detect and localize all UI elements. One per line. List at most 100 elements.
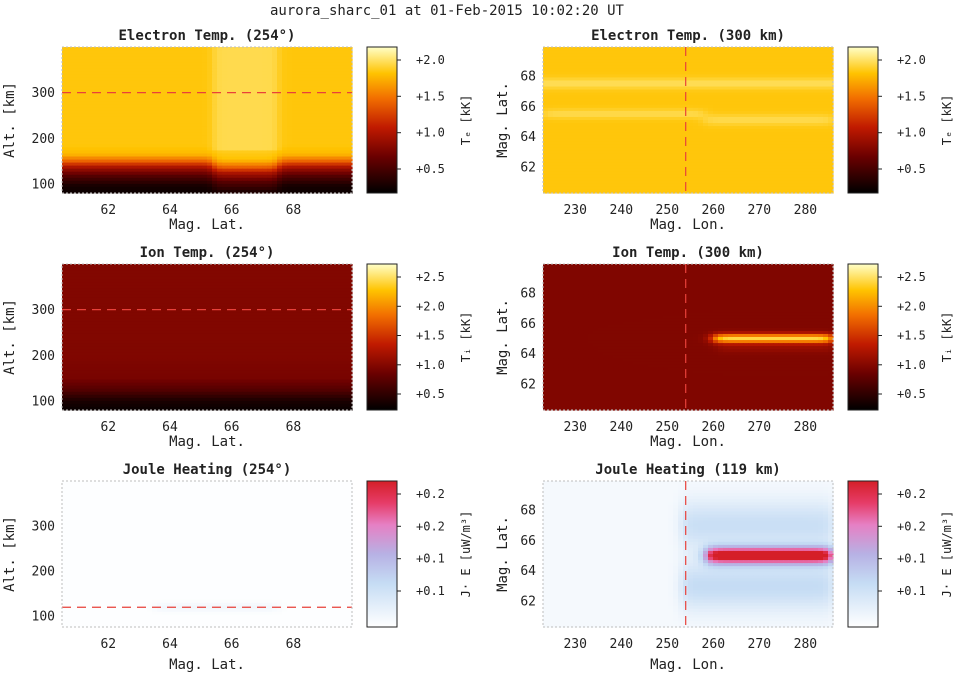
heatmap-cell <box>132 89 138 94</box>
heatmap-cell <box>322 59 328 63</box>
heatmap-cell <box>157 83 163 88</box>
heatmap-cell <box>347 110 353 115</box>
heatmap-cell <box>282 83 288 88</box>
heatmap-cell <box>127 83 133 88</box>
heatmap-cell <box>217 56 223 60</box>
heatmap-cell <box>217 129 223 133</box>
heatmap-cell <box>147 95 153 100</box>
heatmap-cell <box>237 50 243 54</box>
heatmap-cell <box>297 59 303 63</box>
heatmap-cell <box>87 123 93 127</box>
heatmap-cell <box>207 144 213 148</box>
heatmap-cell <box>142 138 148 142</box>
heatmap-cell <box>92 71 98 75</box>
heatmap-cell <box>217 83 223 88</box>
heatmap-cell <box>222 59 228 63</box>
heatmap-cell <box>87 135 93 139</box>
heatmap-cell <box>62 50 68 54</box>
heatmap-cell <box>207 47 213 51</box>
heatmap-area <box>62 47 353 194</box>
heatmap-cell <box>297 116 303 121</box>
heatmap-cell <box>277 150 283 155</box>
heatmap-cell <box>107 113 113 118</box>
heatmap-cell <box>337 56 343 60</box>
heatmap-cell <box>147 138 153 142</box>
heatmap-cell <box>342 113 348 118</box>
heatmap-cell <box>142 53 148 57</box>
heatmap-cell <box>62 77 68 82</box>
heatmap-cell <box>162 113 168 118</box>
heatmap-cell <box>337 92 343 97</box>
heatmap-cell <box>217 86 223 91</box>
heatmap-cell <box>62 153 68 158</box>
panel-electron-temp-300km: Electron Temp. (300 km) 230 240 250 260 270 2… <box>495 28 954 233</box>
heatmap-cell <box>222 141 228 145</box>
heatmap-cell <box>187 65 193 69</box>
heatmap-cell <box>137 92 143 97</box>
heatmap-cell <box>332 83 338 88</box>
heatmap-cell <box>262 138 268 142</box>
heatmap-cell <box>187 132 193 136</box>
heatmap-cell <box>337 138 343 142</box>
heatmap-cell <box>182 50 188 54</box>
heatmap-cell <box>322 141 328 145</box>
heatmap-cell <box>342 80 348 85</box>
heatmap-cell <box>167 104 173 109</box>
heatmap-cell <box>337 107 343 112</box>
heatmap-cell <box>267 141 273 145</box>
heatmap-cell <box>217 95 223 100</box>
heatmap-cell <box>202 141 208 145</box>
heatmap-cell <box>192 110 198 115</box>
heatmap-cell <box>222 89 228 94</box>
heatmap-cell <box>347 150 353 155</box>
heatmap-cell <box>62 129 68 133</box>
heatmap-cell <box>202 150 208 155</box>
heatmap-cell <box>292 77 298 82</box>
heatmap-cell <box>82 144 88 148</box>
heatmap-cell <box>72 56 78 60</box>
heatmap-cell <box>347 101 353 106</box>
heatmap-cell <box>132 116 138 121</box>
heatmap-cell <box>262 135 268 139</box>
heatmap-cell <box>312 74 318 79</box>
heatmap-cell <box>87 80 93 85</box>
heatmap-cell <box>187 59 193 63</box>
heatmap-cell <box>297 132 303 136</box>
heatmap-cell <box>102 59 108 63</box>
heatmap-cell <box>252 92 258 97</box>
heatmap-cell <box>142 68 148 72</box>
heatmap-cell <box>317 147 323 152</box>
heatmap-cell <box>67 120 73 124</box>
heatmap-cell <box>127 101 133 106</box>
heatmap-cell <box>182 98 188 103</box>
heatmap-cell <box>232 144 238 148</box>
heatmap-cell <box>132 53 138 57</box>
heatmap-cell <box>117 83 123 88</box>
heatmap-cell <box>272 116 278 121</box>
heatmap-cell <box>322 77 328 82</box>
heatmap-cell <box>132 138 138 142</box>
heatmap-cell <box>97 116 103 121</box>
heatmap-cell <box>117 116 123 121</box>
heatmap-cell <box>157 116 163 121</box>
heatmap-cell <box>262 101 268 106</box>
heatmap-cell <box>307 98 313 103</box>
heatmap-cell <box>267 153 273 158</box>
heatmap-cell <box>322 98 328 103</box>
heatmap-cell <box>192 59 198 63</box>
heatmap-cell <box>72 110 78 115</box>
colorbar-tick-label: +0.5 <box>416 162 445 176</box>
heatmap-cell <box>322 147 328 152</box>
heatmap-cell <box>142 95 148 100</box>
heatmap-cell <box>147 110 153 115</box>
heatmap-cell <box>292 147 298 152</box>
heatmap-cell <box>97 74 103 79</box>
heatmap-cell <box>197 50 203 54</box>
heatmap-cell <box>322 47 328 51</box>
heatmap-cell <box>162 74 168 79</box>
heatmap-cell <box>182 147 188 152</box>
heatmap-cell <box>132 80 138 85</box>
heatmap-cell <box>97 107 103 112</box>
heatmap-cell <box>132 47 138 51</box>
heatmap-cell <box>262 56 268 60</box>
